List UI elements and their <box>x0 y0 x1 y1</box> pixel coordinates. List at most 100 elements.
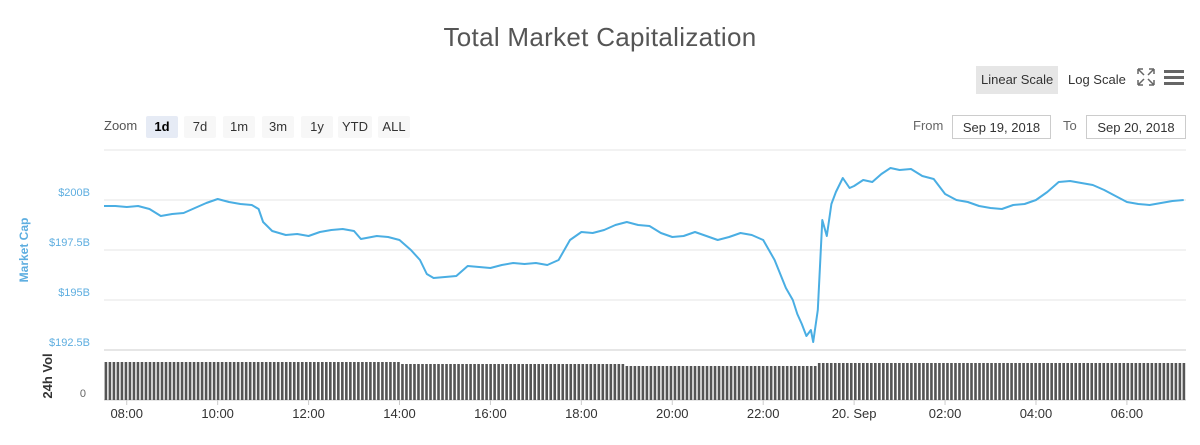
volume-bar <box>212 362 216 400</box>
volume-bar <box>982 363 985 400</box>
x-tick-label: 12:00 <box>292 406 325 421</box>
volume-bar <box>164 362 168 400</box>
volume-bar <box>136 362 140 400</box>
volume-bar <box>1070 363 1073 400</box>
volume-bar <box>886 363 889 400</box>
to-date-input[interactable]: Sep 20, 2018 <box>1086 115 1186 139</box>
volume-bar <box>501 364 504 400</box>
volume-bars <box>104 349 1186 401</box>
volume-bar <box>397 362 400 400</box>
chart-title: Total Market Capitalization <box>443 22 757 52</box>
volume-bar <box>1106 363 1110 400</box>
volume-bar <box>629 366 633 400</box>
volume-bar <box>918 363 921 400</box>
volume-bar <box>962 363 965 400</box>
volume-bar <box>745 366 749 400</box>
zoom-7d-button[interactable]: 7d <box>184 116 216 138</box>
from-label: From <box>913 118 944 133</box>
zoom-1y-button[interactable]: 1y <box>301 116 333 138</box>
volume-bar <box>874 363 877 400</box>
volume-bar <box>525 364 528 400</box>
volume-bar <box>505 364 508 400</box>
volume-bar <box>853 363 857 400</box>
volume-bar <box>725 366 729 400</box>
volume-bar <box>866 363 869 400</box>
volume-bar <box>721 366 725 400</box>
volume-bar <box>401 364 404 400</box>
volume-bar <box>329 362 332 400</box>
volume-bar <box>693 366 697 400</box>
volume-bar <box>248 362 252 400</box>
volume-bar <box>825 363 829 400</box>
volume-bar <box>180 362 184 400</box>
volume-bar <box>1150 363 1154 400</box>
volume-bar <box>104 362 108 400</box>
volume-bar <box>433 364 436 400</box>
from-date-input[interactable]: Sep 19, 2018 <box>952 115 1051 139</box>
volume-bar <box>276 362 280 400</box>
volume-bar <box>128 362 132 400</box>
volume-bar <box>641 366 645 400</box>
x-tick-label: 06:00 <box>1111 406 1144 421</box>
volume-bar <box>152 362 156 400</box>
volume-bar <box>325 362 328 400</box>
volume-bar <box>557 364 561 400</box>
volume-bar <box>409 364 412 400</box>
zoom-ytd-button[interactable]: YTD <box>338 116 372 138</box>
zoom-all-button[interactable]: ALL <box>378 116 410 138</box>
volume-bar <box>805 366 809 400</box>
volume-bar <box>1054 363 1057 400</box>
volume-bar <box>657 366 661 400</box>
hamburger-menu-icon[interactable] <box>1164 68 1184 91</box>
volume-bar <box>256 362 260 400</box>
log-scale-button[interactable]: Log Scale <box>1068 72 1126 87</box>
zoom-1d-button[interactable]: 1d <box>146 116 178 138</box>
volume-bar <box>545 364 549 400</box>
volume-bar <box>365 362 368 400</box>
volume-bar <box>753 366 757 400</box>
volume-bar <box>994 363 997 400</box>
volume-bar <box>481 364 484 400</box>
volume-bar <box>1082 363 1086 400</box>
volume-bar <box>621 364 625 400</box>
volume-bar <box>1038 363 1041 400</box>
linear-scale-button[interactable]: Linear Scale <box>976 66 1059 94</box>
x-tick-label: 04:00 <box>1020 406 1053 421</box>
volume-bar <box>906 363 909 400</box>
volume-bar <box>833 363 837 400</box>
volume-bar <box>898 363 901 400</box>
volume-bar <box>633 366 637 400</box>
volume-bar <box>585 364 589 400</box>
to-label: To <box>1063 118 1077 133</box>
volume-bar <box>954 363 957 400</box>
volume-bar <box>493 364 496 400</box>
volume-bar <box>837 363 841 400</box>
volume-bar <box>1006 363 1009 400</box>
volume-bar <box>200 362 204 400</box>
volume-bar <box>533 364 536 400</box>
volume-bar <box>685 366 689 400</box>
volume-bar <box>1014 363 1017 400</box>
volume-bar <box>689 366 693 400</box>
volume-bar <box>561 364 565 400</box>
volume-bar <box>862 363 865 400</box>
zoom-3m-button[interactable]: 3m <box>262 116 294 138</box>
volume-bar <box>1086 363 1090 400</box>
volume-bar <box>353 362 356 400</box>
volume-bar <box>437 364 440 400</box>
volume-bar <box>373 362 376 400</box>
volume-bar <box>176 362 180 400</box>
volume-bar <box>569 364 573 400</box>
volume-bar <box>549 364 553 400</box>
volume-bar <box>757 366 761 400</box>
zoom-1m-button[interactable]: 1m <box>223 116 255 138</box>
volume-bar <box>333 362 336 400</box>
volume-bar <box>1026 363 1029 400</box>
volume-bar <box>1062 363 1065 400</box>
volume-bar <box>148 362 152 400</box>
volume-bar <box>857 363 861 400</box>
fullscreen-icon[interactable] <box>1137 68 1155 91</box>
x-axis-ticks: 08:00 10:00 12:00 14:00 16:00 18:00 20:00 22:00… <box>110 400 1143 421</box>
volume-bar <box>489 364 492 400</box>
